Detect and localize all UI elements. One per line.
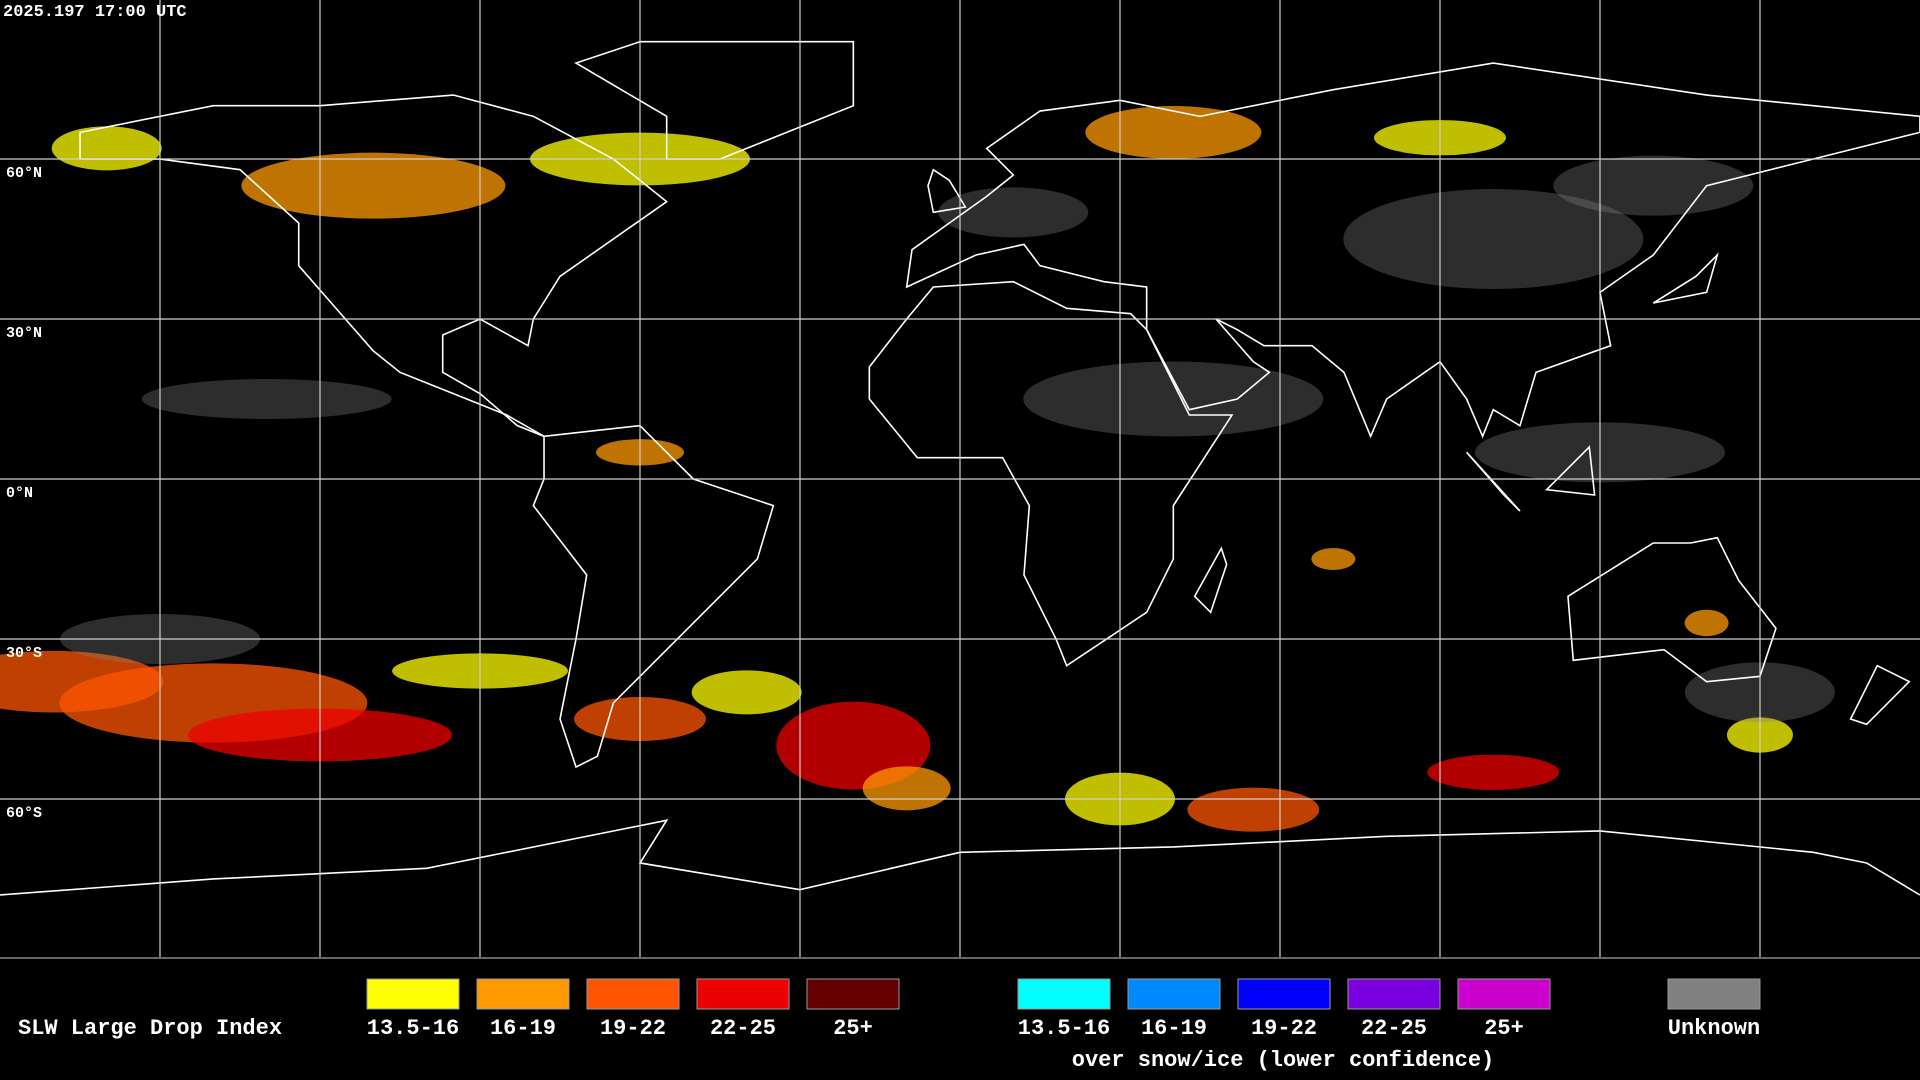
cloud-patch — [862, 766, 951, 811]
timestamp: 2025.197 17:00 UTC — [3, 3, 187, 22]
unknown-patch — [141, 379, 392, 420]
unknown-patch — [1553, 155, 1754, 216]
coastlines — [0, 40, 1920, 896]
coastline — [1193, 546, 1228, 614]
legend-label: 22-25 — [1361, 1016, 1427, 1041]
lat-label: 60°S — [6, 805, 42, 822]
legend-label: 13.5-16 — [1018, 1016, 1110, 1041]
legend-caption: over snow/ice (lower confidence) — [1072, 1048, 1494, 1073]
coastline — [1544, 445, 1596, 496]
cloud-patch — [691, 670, 802, 715]
coastline — [1849, 664, 1911, 726]
coastline — [574, 40, 855, 160]
cloud-patch — [51, 126, 162, 171]
cloud-patch — [241, 152, 506, 219]
coastline — [0, 819, 1920, 896]
unknown-patch — [1023, 361, 1324, 437]
legend-swatch — [476, 978, 570, 1010]
legend-swatch — [1017, 978, 1111, 1010]
legend-label: 16-19 — [1141, 1016, 1207, 1041]
lat-label: 60°N — [6, 165, 42, 182]
cloud-patch — [1085, 105, 1262, 159]
legend-label: 25+ — [833, 1016, 873, 1041]
legend-swatch — [1347, 978, 1441, 1010]
coastline — [532, 424, 775, 769]
legend-swatch — [1457, 978, 1551, 1010]
cloud-patch — [1187, 787, 1320, 832]
coastline — [1652, 252, 1719, 304]
legend-label: 13.5-16 — [367, 1016, 459, 1041]
unknown-patch — [1343, 189, 1644, 290]
legend-label: 16-19 — [490, 1016, 556, 1041]
legend-swatch — [806, 978, 900, 1010]
cloud-patch — [1427, 754, 1560, 790]
coastline — [1466, 451, 1521, 512]
legend-label: 25+ — [1484, 1016, 1524, 1041]
lat-label: 30°N — [6, 325, 42, 342]
legend-label: 22-25 — [710, 1016, 776, 1041]
legend-label: Unknown — [1668, 1016, 1760, 1041]
cloud-patch — [1684, 609, 1729, 637]
legend-swatch — [1667, 978, 1761, 1010]
coastline — [1567, 536, 1777, 683]
coastline — [868, 280, 1234, 667]
legend-label: 19-22 — [1251, 1016, 1317, 1041]
lat-label: 30°S — [6, 645, 42, 662]
legend-swatch — [366, 978, 460, 1010]
legend: SLW Large Drop Index over snow/ice (lowe… — [18, 978, 1761, 1073]
legend-label: 19-22 — [600, 1016, 666, 1041]
lat-label: 0°N — [6, 485, 33, 502]
legend-swatch — [586, 978, 680, 1010]
legend-swatch — [1237, 978, 1331, 1010]
coastline — [79, 94, 669, 438]
legend-title: SLW Large Drop Index — [18, 1016, 282, 1041]
legend-swatch — [696, 978, 790, 1010]
unknown-patch — [938, 187, 1089, 238]
legend-swatch — [1127, 978, 1221, 1010]
graticule: 60°N 30°N 0°N 30°S 60°S — [0, 0, 1920, 957]
coastline — [905, 62, 1920, 439]
cloud-patch — [1311, 547, 1356, 570]
